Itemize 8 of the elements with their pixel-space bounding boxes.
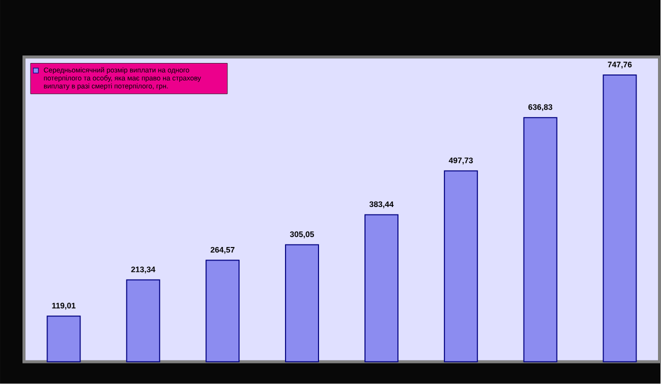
bar [285, 244, 320, 362]
bar [126, 280, 160, 362]
bar [46, 316, 81, 362]
bar [444, 170, 478, 362]
bar [364, 214, 398, 362]
bar [602, 74, 637, 362]
bar [206, 260, 240, 362]
bar [523, 117, 558, 362]
